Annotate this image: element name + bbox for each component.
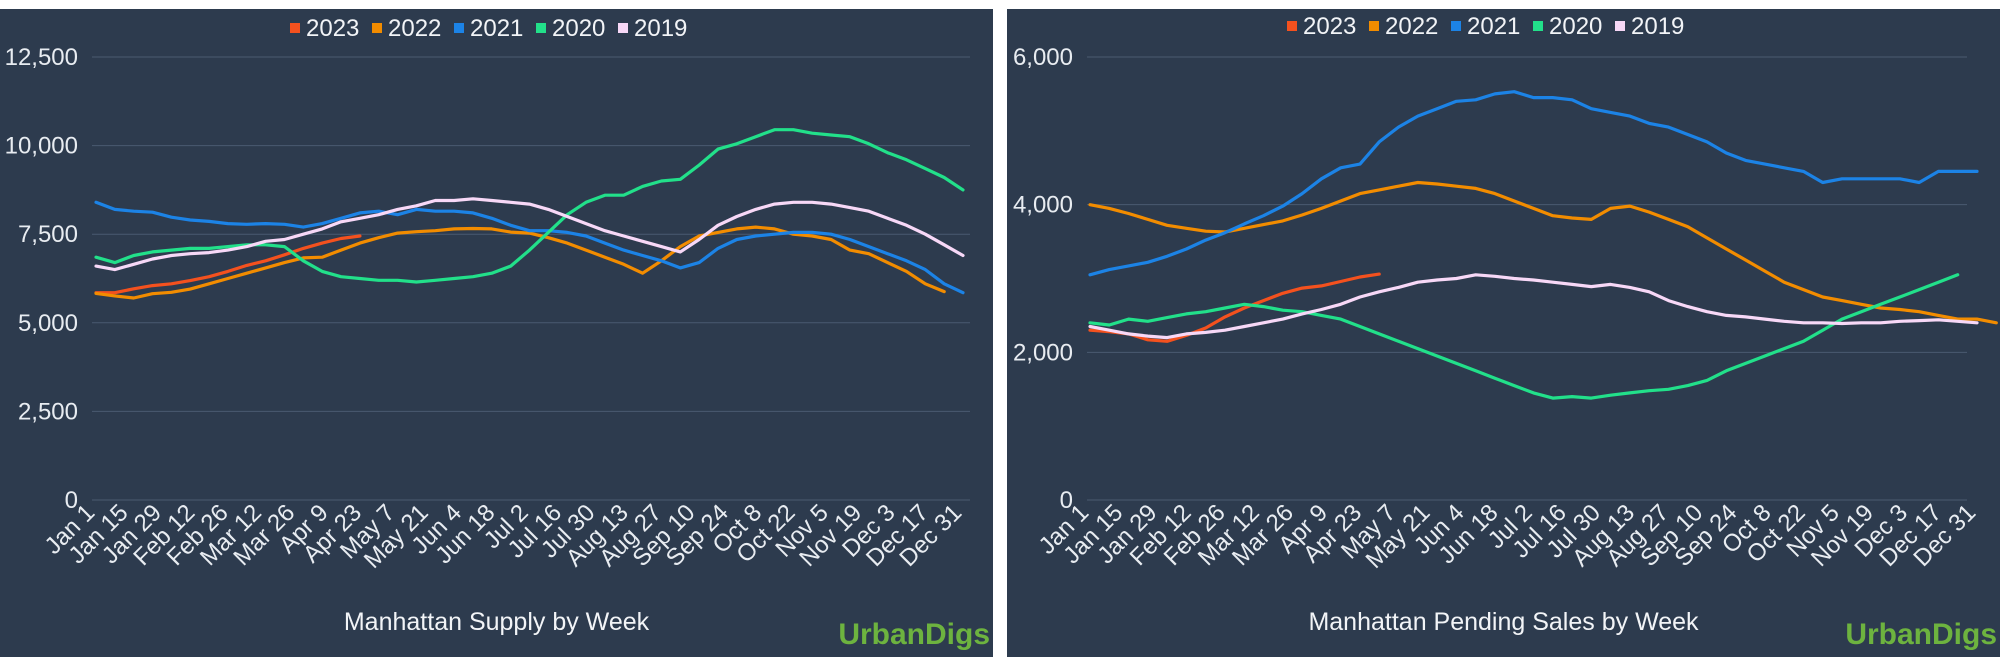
legend-label-2019: 2019 — [1631, 13, 1684, 40]
legend-label-2023: 2023 — [306, 15, 359, 42]
supply-chart-panel: 0 2,500 5,000 7,500 10,000 12,500 Jan 1 Jan 15 J… — [0, 9, 993, 657]
y-tick-label: 10,000 — [5, 133, 78, 160]
series-line-2023 — [1088, 272, 1381, 343]
legend-label-2019: 2019 — [634, 15, 687, 42]
legend-swatch-2023 — [1287, 21, 1297, 31]
series-line-2020 — [1088, 273, 1960, 400]
urbandigs-logo: UrbanDigs — [838, 618, 990, 651]
y-tick-label: 7,500 — [18, 221, 78, 248]
y-tick-label: 5,000 — [18, 310, 78, 337]
legend-swatch-2021 — [454, 23, 464, 33]
y-tick-label: 6,000 — [1013, 44, 1073, 71]
legend-label-2021: 2021 — [1467, 13, 1520, 40]
legend-label-2023: 2023 — [1303, 13, 1356, 40]
y-tick-label: 0 — [65, 487, 78, 514]
chart-title-pending-sales: Manhattan Pending Sales by Week — [1308, 608, 1699, 636]
legend-label-2020: 2020 — [1549, 13, 1602, 40]
y-tick-label: 12,500 — [5, 44, 78, 71]
chart-title-supply: Manhattan Supply by Week — [343, 608, 650, 636]
pending-sales-chart-panel: 0 2,000 4,000 6,000 Jan 1 Jan 15 Jan 29 Feb 12 F… — [1007, 9, 2000, 657]
urbandigs-logo: UrbanDigs — [1845, 618, 1997, 651]
y-tick-label: 2,000 — [1013, 339, 1073, 366]
legend-label-2022: 2022 — [388, 15, 441, 42]
series-line-2019 — [1088, 273, 1979, 340]
legend-label-2020: 2020 — [552, 15, 605, 42]
series-line-2022 — [94, 225, 946, 300]
legend-label-2021: 2021 — [470, 15, 523, 42]
series-line-2023 — [94, 234, 362, 295]
y-tick-label: 0 — [1060, 487, 1073, 514]
series-line-2021 — [94, 200, 965, 295]
legend-swatch-2020 — [536, 23, 546, 33]
legend-swatch-2019 — [618, 23, 628, 33]
y-tick-label: 4,000 — [1013, 192, 1073, 219]
legend-swatch-2019 — [1615, 21, 1625, 31]
series-line-2019 — [94, 197, 965, 272]
y-tick-label: 2,500 — [18, 398, 78, 425]
legend-swatch-2022 — [1369, 21, 1379, 31]
legend-label-2022: 2022 — [1385, 13, 1438, 40]
series-line-2022 — [1088, 180, 1998, 325]
legend-swatch-2021 — [1451, 21, 1461, 31]
series-line-2020 — [94, 128, 965, 284]
legend-swatch-2023 — [290, 23, 300, 33]
legend-swatch-2020 — [1533, 21, 1543, 31]
series-line-2021 — [1088, 90, 1979, 277]
legend-swatch-2022 — [372, 23, 382, 33]
